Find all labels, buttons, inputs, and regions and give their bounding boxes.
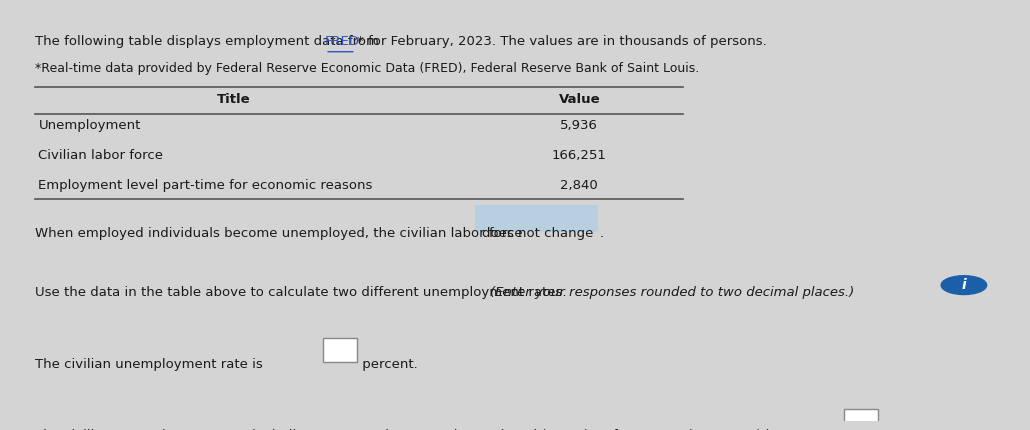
Text: Employment level part-time for economic reasons: Employment level part-time for economic … (38, 179, 373, 192)
Text: 5,936: 5,936 (560, 119, 598, 132)
Text: Civilian labor force: Civilian labor force (38, 149, 164, 162)
Text: i: i (962, 278, 966, 292)
Text: Title: Title (216, 92, 250, 105)
Text: Value: Value (558, 92, 600, 105)
Text: Use the data in the table above to calculate two different unemployment rates.: Use the data in the table above to calcu… (35, 286, 572, 299)
Text: The following table displays employment data from: The following table displays employment … (35, 35, 383, 48)
Text: The civilian unemployment rate is: The civilian unemployment rate is (35, 358, 268, 371)
Text: .: . (600, 227, 605, 240)
Text: percent.: percent. (357, 358, 417, 371)
Text: FRED: FRED (325, 35, 360, 48)
Text: * for February, 2023. The values are in thousands of persons.: * for February, 2023. The values are in … (356, 35, 766, 48)
Text: *Real-time data provided by Federal Reserve Economic Data (FRED), Federal Reserv: *Real-time data provided by Federal Rese… (35, 62, 699, 75)
Text: Unemployment: Unemployment (38, 119, 141, 132)
Circle shape (941, 276, 987, 295)
Text: 2,840: 2,840 (560, 179, 598, 192)
Text: does not change: does not change (482, 227, 593, 240)
Text: (Enter your responses rounded to two decimal places.): (Enter your responses rounded to two dec… (490, 286, 855, 299)
Text: The civilian unemployment rate including persons who are underemployed (part-tim: The civilian unemployment rate including… (35, 429, 781, 430)
Text: When employed individuals become unemployed, the civilian labor force: When employed individuals become unemplo… (35, 227, 527, 240)
Text: 166,251: 166,251 (552, 149, 607, 162)
FancyBboxPatch shape (476, 206, 598, 232)
FancyBboxPatch shape (323, 338, 356, 362)
FancyBboxPatch shape (845, 409, 878, 430)
Text: percent.: percent. (879, 429, 938, 430)
